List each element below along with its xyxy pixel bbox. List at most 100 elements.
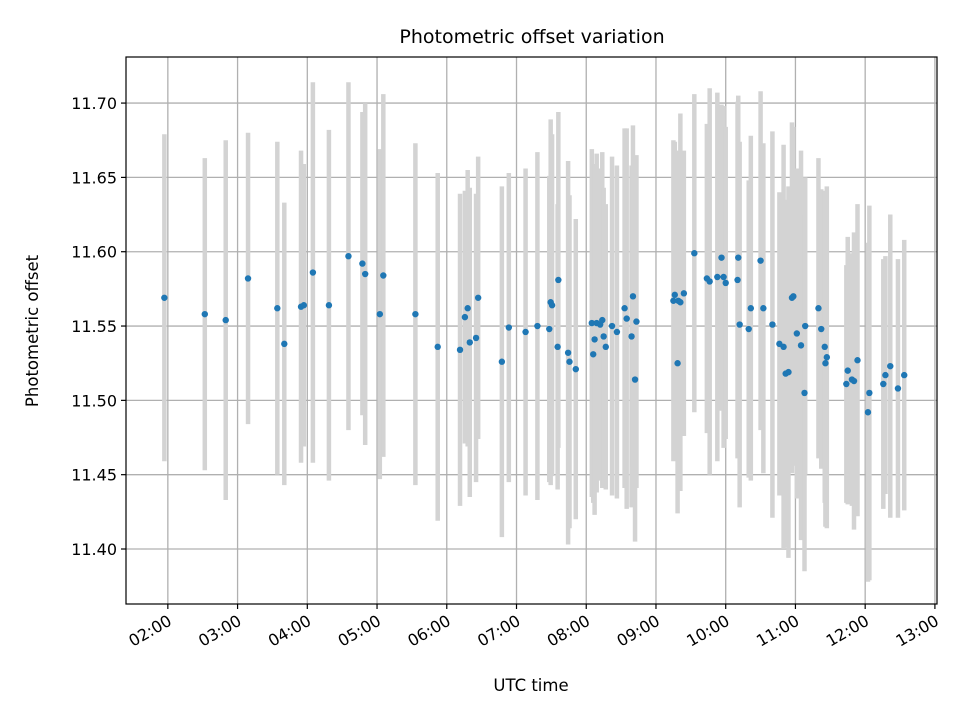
y-axis-ticks: 11.40 11.45 11.50 11.55 11.60 11.65 11.70 <box>71 94 126 559</box>
data-point <box>887 362 894 370</box>
data-point <box>600 333 607 340</box>
data-point <box>608 322 616 330</box>
data-point <box>359 260 366 267</box>
data-point <box>456 346 464 354</box>
data-point <box>548 302 556 309</box>
data-point <box>376 310 384 318</box>
data-point <box>854 357 861 364</box>
data-point <box>821 343 828 351</box>
data-point <box>844 367 851 374</box>
y-tick-label: 11.65 <box>71 168 117 187</box>
data-point <box>797 342 805 349</box>
data-point <box>822 360 829 367</box>
data-point <box>281 340 288 348</box>
data-point <box>522 328 529 336</box>
data-point <box>621 305 628 312</box>
data-point <box>464 305 471 312</box>
data-point <box>793 330 801 337</box>
data-point <box>901 371 908 379</box>
data-point <box>677 299 684 306</box>
y-tick-label: 11.50 <box>71 391 117 410</box>
data-point <box>818 325 825 333</box>
data-point <box>613 328 621 336</box>
data-point <box>802 322 809 330</box>
data-point <box>546 325 553 333</box>
data-point <box>894 385 902 392</box>
data-point <box>534 322 541 330</box>
data-point <box>866 389 873 397</box>
data-point <box>555 276 562 284</box>
data-point <box>244 275 252 282</box>
y-tick-label: 11.45 <box>71 466 117 485</box>
data-point <box>461 313 469 321</box>
data-point <box>201 310 208 318</box>
data-point <box>633 318 640 325</box>
y-tick-label: 11.55 <box>71 317 117 336</box>
data-point <box>714 273 721 281</box>
data-point <box>850 377 858 385</box>
data-point <box>790 293 797 300</box>
data-point <box>680 290 688 297</box>
data-point <box>222 316 229 324</box>
y-tick-label: 11.40 <box>71 540 117 559</box>
data-point <box>161 294 168 301</box>
data-point <box>718 254 725 261</box>
plot-frame <box>125 56 938 605</box>
data-point <box>815 305 822 312</box>
chart-title: Photometric offset variation <box>399 26 664 48</box>
x-axis-label: UTC time <box>493 676 568 695</box>
data-point <box>380 272 387 279</box>
data-point <box>757 257 764 264</box>
data-point <box>572 365 579 373</box>
data-point <box>345 252 352 260</box>
data-point <box>801 389 808 397</box>
data-points <box>161 250 908 416</box>
data-point <box>747 305 755 312</box>
data-point <box>412 310 419 318</box>
data-point <box>434 343 441 351</box>
data-point <box>309 269 317 276</box>
data-point <box>671 291 679 299</box>
data-point <box>880 380 887 388</box>
data-point <box>785 368 792 376</box>
data-point <box>361 270 369 278</box>
data-point <box>505 324 513 331</box>
data-point <box>566 358 573 365</box>
data-point <box>823 354 831 361</box>
data-point <box>623 315 630 322</box>
data-point <box>745 325 752 333</box>
data-point <box>670 297 677 304</box>
data-point <box>629 293 637 300</box>
data-point <box>472 334 480 342</box>
data-point <box>554 343 561 351</box>
data-point <box>674 360 681 367</box>
y-tick-label: 11.70 <box>71 94 117 113</box>
data-point <box>736 321 743 328</box>
y-axis-label: Photometric offset <box>23 254 42 407</box>
data-point <box>588 319 596 327</box>
data-point <box>780 343 787 351</box>
data-point <box>466 339 473 346</box>
data-point <box>864 409 872 416</box>
data-point <box>843 380 850 388</box>
data-point <box>325 302 333 309</box>
data-point <box>628 333 635 340</box>
data-point <box>631 376 639 383</box>
data-point <box>474 294 482 301</box>
data-point <box>599 316 606 324</box>
data-point <box>735 254 742 261</box>
data-point <box>602 343 609 351</box>
y-tick-label: 11.60 <box>71 243 117 262</box>
data-point <box>882 371 889 379</box>
data-point <box>769 321 776 328</box>
data-point <box>720 273 727 281</box>
data-point <box>722 279 729 287</box>
data-point <box>498 358 506 365</box>
data-point <box>706 278 713 285</box>
data-point <box>564 349 572 356</box>
data-point <box>274 305 281 312</box>
data-point <box>760 305 767 312</box>
data-point <box>734 276 741 284</box>
data-point <box>691 250 698 257</box>
